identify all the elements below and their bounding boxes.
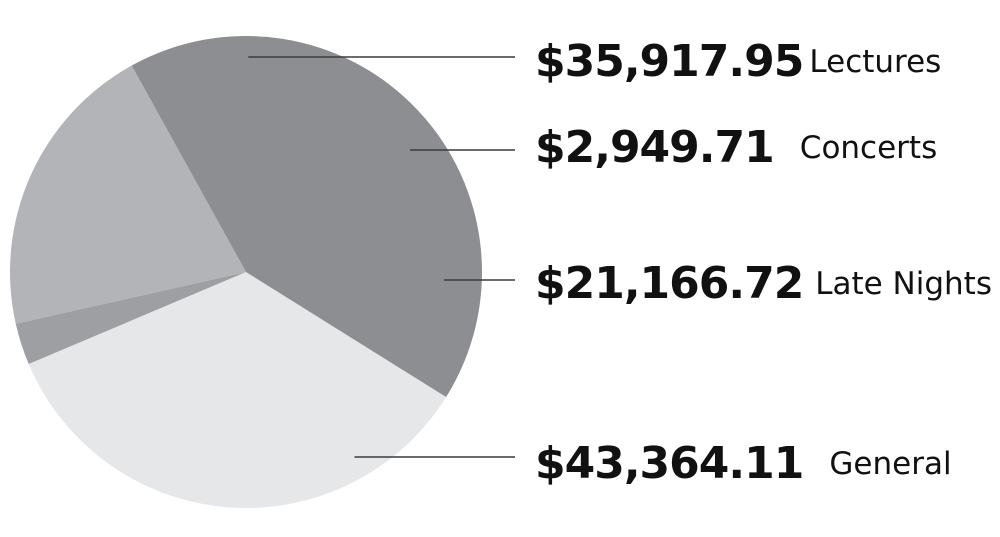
slice-labels: $35,917.95 Lectures $2,949.71 Concerts $21,1… bbox=[535, 36, 992, 489]
pie-slice-general bbox=[131, 36, 482, 398]
amount-label-lectures: $35,917.95 bbox=[535, 36, 803, 87]
pie-slices bbox=[9, 36, 482, 509]
amount-label-late-nights: $21,166.72 bbox=[535, 258, 803, 309]
pie-slice-concerts bbox=[15, 272, 246, 365]
amount-label-general: $43,364.11 bbox=[535, 438, 803, 489]
leader-lines bbox=[248, 56, 515, 458]
category-label-late-nights: Late Nights bbox=[815, 266, 992, 302]
pie-slice-late-nights bbox=[9, 65, 247, 324]
pie-slice-lectures bbox=[28, 272, 447, 509]
category-label-general: General bbox=[829, 446, 951, 482]
amount-label-concerts: $2,949.71 bbox=[535, 122, 774, 173]
category-label-lectures: Lectures bbox=[809, 44, 941, 80]
category-label-concerts: Concerts bbox=[800, 130, 937, 166]
